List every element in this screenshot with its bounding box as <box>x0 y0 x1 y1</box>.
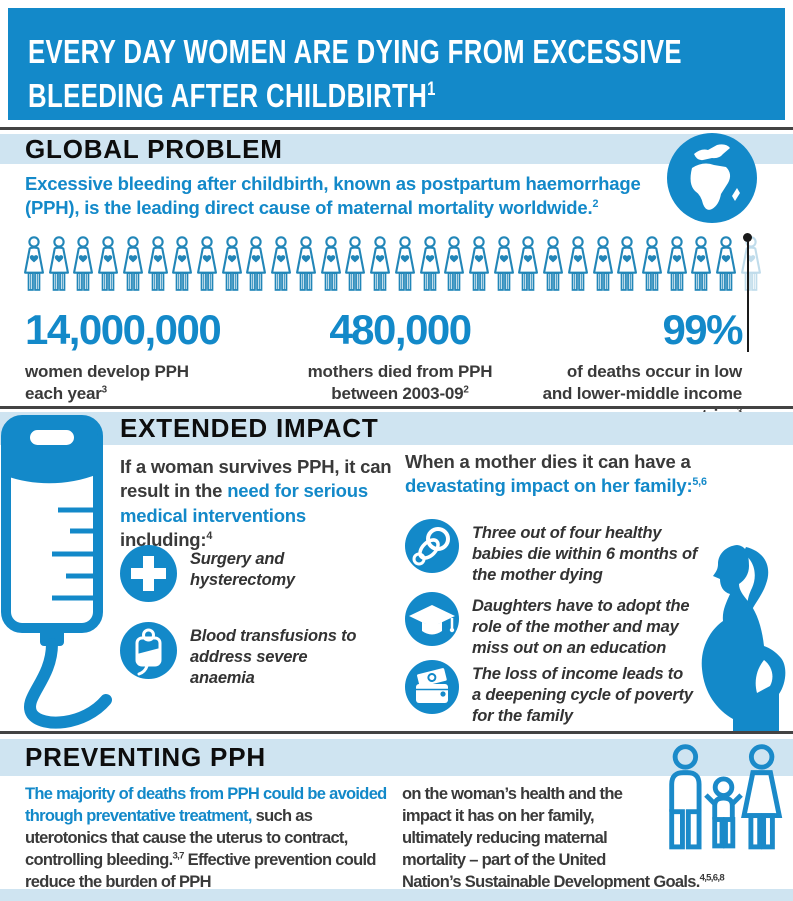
header-banner: EVERY DAY WOMEN ARE DYING FROM EXCESSIVE… <box>8 8 785 120</box>
global-problem-heading: GLOBAL PROBLEM <box>25 134 283 164</box>
preventing-left-paragraph: The majority of deaths from PPH could be… <box>25 785 387 891</box>
impact-item-text: Three out of four healthy babies die wit… <box>472 524 698 585</box>
woman-pictogram-icon <box>98 236 119 291</box>
woman-pictogram-icon <box>345 236 366 291</box>
woman-pictogram-icon <box>48 236 69 291</box>
woman-pictogram-icon <box>617 236 638 291</box>
woman-pictogram-icon <box>24 236 44 291</box>
woman-pictogram-icon <box>444 236 465 291</box>
stat-mothers-died: 480,000 mothers died from PPH between 20… <box>290 306 510 405</box>
woman-pictogram-icon <box>567 236 588 291</box>
extended-impact-left-intro: If a woman survives PPH, it can result i… <box>120 456 392 551</box>
divider-line <box>0 731 793 734</box>
woman-pictogram-icon <box>716 236 737 291</box>
stat-women-develop-pph: 14,000,000 women develop PPH each year3 <box>25 306 222 405</box>
extended-impact-heading: EXTENDED IMPACT <box>120 413 379 443</box>
footnote-marker: 2 <box>592 198 599 211</box>
impact-item-text: Daughters have to adopt the role of the … <box>472 597 690 658</box>
impact-item-income: The loss of income leads to a deepening … <box>405 660 694 727</box>
footnote-marker: 1 <box>427 78 436 100</box>
impact-item-text: Surgery and hysterectomy <box>190 550 295 590</box>
pacifier-icon <box>405 519 459 573</box>
woman-pictogram-icon <box>271 236 292 291</box>
woman-pictogram-icon <box>740 236 761 291</box>
global-problem-intro: Excessive bleeding after childbirth, kno… <box>25 172 690 221</box>
impact-item-daughters: Daughters have to adopt the role of the … <box>405 592 704 659</box>
globe-icon <box>667 133 757 223</box>
global-problem-intro-text: Excessive bleeding after childbirth, kno… <box>25 173 641 219</box>
divider-line <box>0 406 793 409</box>
wallet-money-icon <box>405 660 459 714</box>
global-problem-strip: GLOBAL PROBLEM <box>0 134 793 164</box>
extended-impact-right-intro: When a mother dies it can have a devasta… <box>405 451 707 497</box>
stat-value: 99% <box>662 306 743 353</box>
stat-value: 480,000 <box>329 306 472 353</box>
extended-impact-strip: EXTENDED IMPACT <box>0 412 793 445</box>
medical-cross-icon <box>120 545 177 602</box>
stat-label: mothers died from PPH between 2003-092 <box>307 362 493 403</box>
woman-pictogram-icon <box>122 236 143 291</box>
woman-pictogram-icon <box>419 236 440 291</box>
preventing-pph-heading: PREVENTING PPH <box>25 742 266 772</box>
woman-pictogram-icon <box>246 236 267 291</box>
impact-item-transfusion: Blood transfusions to address severe ana… <box>120 622 365 689</box>
bottom-accent-bar <box>0 889 793 901</box>
iv-blood-bag-icon <box>1 415 112 729</box>
woman-pictogram-icon <box>493 236 514 291</box>
woman-pictogram-icon <box>370 236 391 291</box>
page-title: EVERY DAY WOMEN ARE DYING FROM EXCESSIVE… <box>28 30 777 117</box>
impact-item-text: Blood transfusions to address severe ana… <box>190 627 357 688</box>
pregnant-woman-silhouette-icon <box>701 545 786 732</box>
woman-pictogram-icon <box>691 236 712 291</box>
woman-pictogram-icon <box>172 236 193 291</box>
family-icon <box>669 744 783 850</box>
woman-pictogram-icon <box>221 236 242 291</box>
impact-item-text: The loss of income leads to a deepening … <box>472 665 693 726</box>
pointer-dot <box>743 233 752 242</box>
woman-pictogram-icon <box>394 236 415 291</box>
blood-transfusion-bag-icon <box>120 622 177 679</box>
woman-pictogram-icon <box>197 236 218 291</box>
woman-pictogram-icon <box>666 236 687 291</box>
stat-value: 14,000,000 <box>25 306 222 353</box>
woman-pictogram-icon <box>147 236 168 291</box>
women-pictogram-row <box>22 234 763 296</box>
page-title-text: EVERY DAY WOMEN ARE DYING FROM EXCESSIVE… <box>28 33 682 114</box>
stat-label: of deaths occur in low and lower-middle … <box>542 362 743 425</box>
woman-pictogram-icon <box>592 236 613 291</box>
woman-pictogram-icon <box>468 236 489 291</box>
stat-deaths-low-income: 99% of deaths occur in low and lower-mid… <box>542 306 744 426</box>
preventing-right-paragraph: on the woman’s health and the impact it … <box>402 784 793 894</box>
stat-label: women develop PPH each year3 <box>25 362 189 403</box>
divider-line <box>0 127 793 130</box>
impact-item-surgery: Surgery and hysterectomy <box>120 545 365 602</box>
woman-pictogram-icon <box>320 236 341 291</box>
pointer-line <box>747 240 749 352</box>
graduation-cap-icon <box>405 592 459 646</box>
woman-pictogram-icon <box>73 236 94 291</box>
woman-pictogram-icon <box>641 236 662 291</box>
impact-item-babies: Three out of four healthy babies die wit… <box>405 519 707 586</box>
woman-pictogram-icon <box>295 236 316 291</box>
preventing-pph-strip: PREVENTING PPH <box>0 739 793 776</box>
woman-pictogram-icon <box>518 236 539 291</box>
woman-pictogram-icon <box>543 236 564 291</box>
